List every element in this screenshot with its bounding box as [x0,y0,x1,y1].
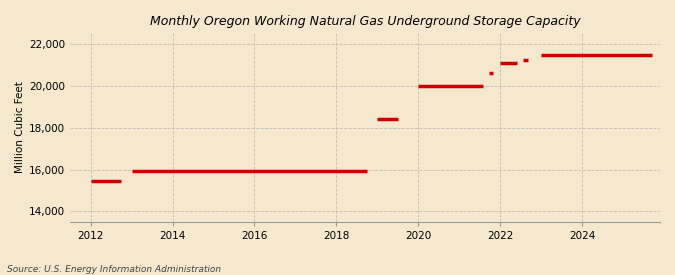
Text: Source: U.S. Energy Information Administration: Source: U.S. Energy Information Administ… [7,265,221,274]
Y-axis label: Million Cubic Feet: Million Cubic Feet [15,81,25,173]
Title: Monthly Oregon Working Natural Gas Underground Storage Capacity: Monthly Oregon Working Natural Gas Under… [150,15,580,28]
